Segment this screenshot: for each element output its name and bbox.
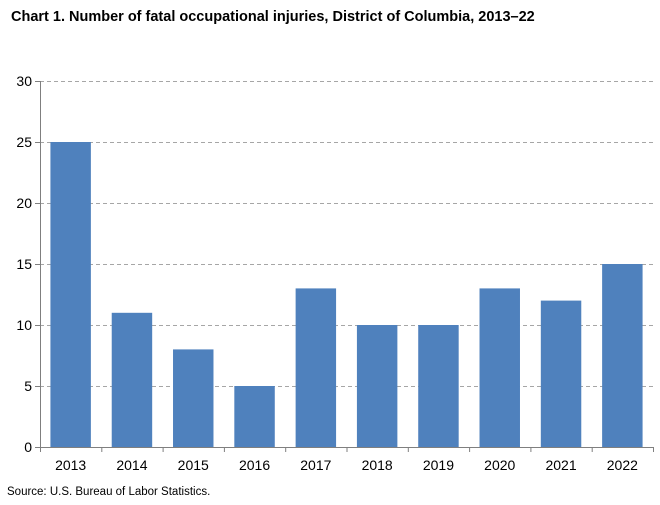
x-tick-labels: 2013 2014 2015 2016 2017 2018 2019 2020 2021 2022 — [55, 457, 638, 473]
bar-2013 — [50, 142, 91, 447]
bars — [50, 142, 643, 447]
y-tick-label: 15 — [16, 256, 32, 272]
x-tick-label: 2020 — [484, 457, 515, 473]
bar-2018 — [356, 325, 398, 447]
x-tick-label: 2014 — [116, 457, 147, 473]
x-tick-label: 2022 — [607, 457, 638, 473]
x-tick-label: 2015 — [178, 457, 209, 473]
x-tick-label: 2018 — [362, 457, 393, 473]
y-tick-label: 5 — [24, 378, 32, 394]
bar-2016 — [234, 386, 275, 447]
bar-2015 — [173, 349, 214, 447]
x-tick-label: 2021 — [545, 457, 576, 473]
x-tick-label: 2013 — [55, 457, 86, 473]
axes — [35, 81, 654, 452]
y-tick-label: 10 — [16, 317, 32, 333]
y-tick-label: 30 — [16, 73, 32, 89]
bar-2019 — [418, 325, 459, 447]
bar-2014 — [111, 312, 153, 447]
chart-title: Chart 1. Number of fatal occupational in… — [11, 9, 535, 25]
bar-2020 — [479, 288, 520, 447]
bar-2022 — [602, 264, 643, 447]
x-tick-label: 2017 — [300, 457, 331, 473]
source-note: Source: U.S. Bureau of Labor Statistics. — [7, 486, 211, 498]
y-tick-label: 25 — [16, 134, 32, 150]
y-tick-label: 20 — [16, 195, 32, 211]
bar-2017 — [295, 288, 337, 447]
y-tick-label: 0 — [24, 439, 32, 455]
y-tick-labels: 0 5 10 15 20 25 30 — [16, 73, 32, 455]
bar-2021 — [540, 300, 582, 447]
x-tick-label: 2016 — [239, 457, 270, 473]
x-tick-label: 2019 — [423, 457, 454, 473]
